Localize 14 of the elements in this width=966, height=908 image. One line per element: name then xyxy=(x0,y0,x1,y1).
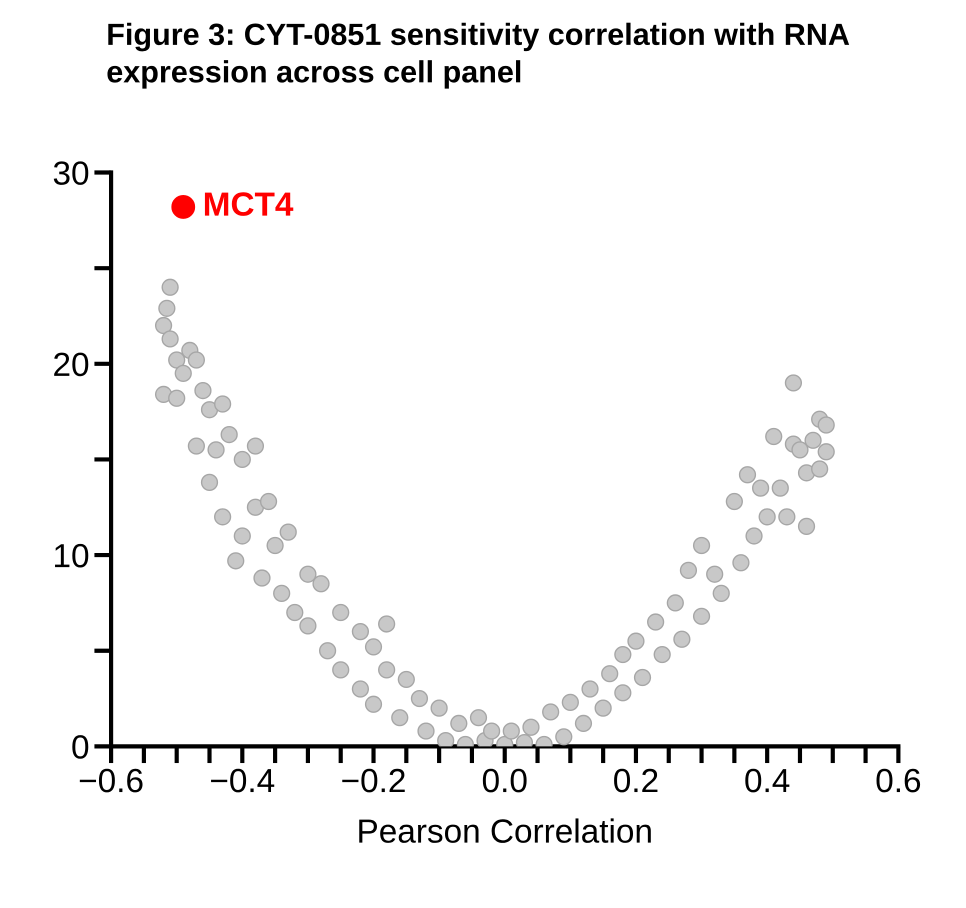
y-tick-label: 20 xyxy=(54,352,88,376)
x-axis-title: Pearson Correlation xyxy=(359,818,651,843)
x-tick-label: 0.2 xyxy=(614,768,658,792)
y-tick-label: 30 xyxy=(54,161,88,185)
x-tick-label: −0.4 xyxy=(211,768,274,792)
x-tick-label: 0.4 xyxy=(745,768,790,792)
x-tick-label: −0.2 xyxy=(342,768,405,792)
x-tick-label: −0.6 xyxy=(80,768,143,792)
chart-title: Figure 3: CYT-0851 sensitivity correlation with RNA expression across cell panel xyxy=(107,22,850,89)
y-tick-label: 0 xyxy=(72,735,88,759)
y-tick-label: 10 xyxy=(55,544,88,568)
x-tick-label: 0.6 xyxy=(876,768,920,792)
series-label: MCT4 xyxy=(204,192,294,216)
x-tick-label: 0.0 xyxy=(482,768,527,792)
